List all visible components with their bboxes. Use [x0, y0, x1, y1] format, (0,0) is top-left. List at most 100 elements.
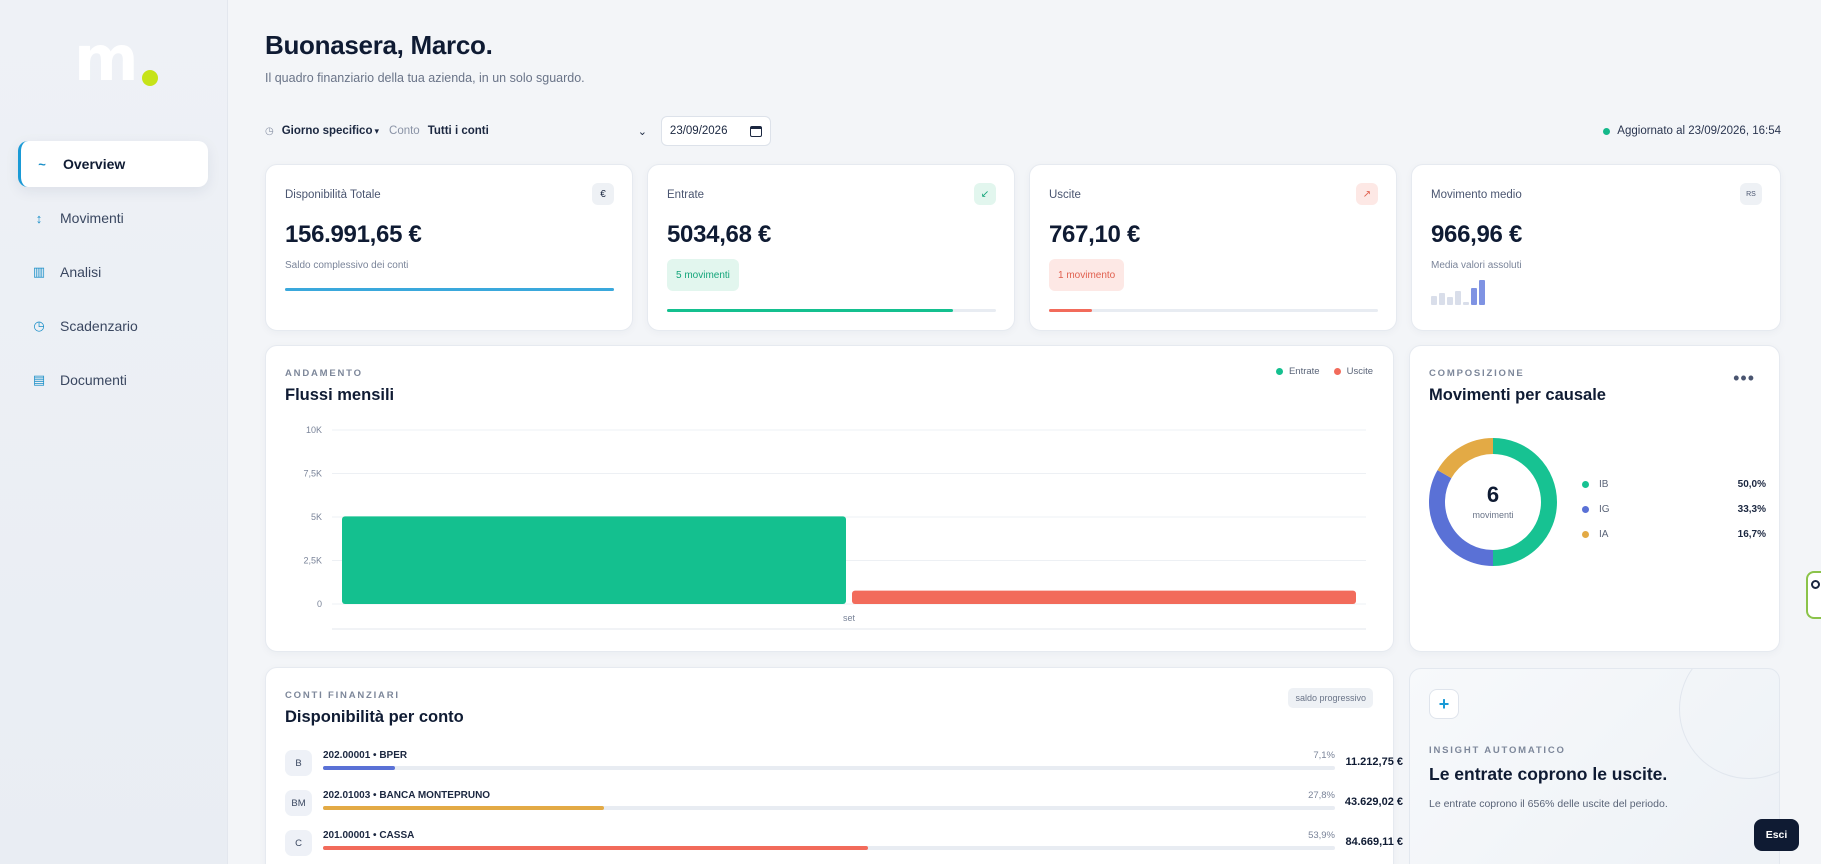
sidebar-item-label: Analisi: [60, 264, 102, 280]
account-percent: 27,8%: [1308, 790, 1335, 801]
account-progress-fill: [323, 806, 605, 810]
sidebar-item-overview[interactable]: ~ Overview: [18, 141, 208, 187]
donut-svg: [1429, 438, 1557, 566]
donut-chart: 6 movimenti: [1429, 438, 1557, 566]
monthly-flows-chart: 0 2,5K 5K 7,5K 10K set: [303, 425, 1366, 630]
account-row[interactable]: BM 202.01003 • BANCA MONTEPRUNO 27,8% 43…: [285, 788, 1403, 818]
brand-logo[interactable]: m: [74, 28, 174, 100]
donut-slice-ia: [1437, 438, 1494, 479]
columns-icon: ▥: [32, 264, 46, 279]
logo-dot: [142, 70, 158, 86]
kpi-value: 5034,68 €: [667, 221, 772, 248]
support-widget[interactable]: [1806, 571, 1821, 619]
kpi-card-total: Disponibilità Totale € 156.991,65 € Sald…: [265, 164, 633, 331]
donut-center-value: 6: [1486, 482, 1500, 507]
document-list-icon: ▤: [32, 372, 46, 387]
kpi-card-average: Movimento medio RS 966,96 € Media valori…: [1411, 164, 1781, 331]
filter-toolbar: ◷ Giorno specifico ▾ Conto Tutti i conti …: [265, 116, 1781, 146]
section-label: COMPOSIZIONE: [1429, 368, 1525, 379]
donut-legend: IB 50,0% IG 33,3% IA 16,7%: [1582, 472, 1766, 547]
progressive-balance-tag: saldo progressivo: [1288, 688, 1373, 708]
x-tick-label: set: [843, 613, 856, 623]
kpi-progress: [285, 288, 614, 291]
legend-dot: [1275, 368, 1283, 375]
mini-bar-sparkline: [1431, 279, 1485, 305]
sidebar-item-label: Movimenti: [60, 210, 124, 226]
account-badge: BM: [285, 790, 312, 816]
date-input[interactable]: 23/09/2026: [660, 116, 771, 146]
up-down-arrows-icon: ↕: [35, 210, 43, 226]
sidebar-item-analisi[interactable]: ▥ Analisi: [18, 249, 208, 295]
sidebar-item-movimenti[interactable]: ↕ Movimenti: [18, 195, 208, 241]
account-name: 201.00001 • CASSA: [323, 830, 415, 841]
clock-icon: ◷: [265, 125, 274, 137]
account-progress: [323, 846, 1335, 850]
legend-label: Uscite: [1346, 366, 1373, 377]
legend-dot: [1582, 506, 1589, 513]
kpi-progress: [1049, 309, 1378, 312]
y-tick-label: 10K: [306, 425, 322, 435]
section-title: Movimenti per causale: [1429, 386, 1606, 404]
page-title: Buonasera, Marco.: [265, 30, 493, 60]
sidebar-item-scadenzario[interactable]: ◷ Scadenzario: [18, 303, 208, 349]
composition-card: COMPOSIZIONE Movimenti per causale ••• 6…: [1409, 345, 1780, 652]
sidebar-item-label: Documenti: [60, 372, 127, 388]
section-label: INSIGHT AUTOMATICO: [1429, 745, 1566, 756]
exit-button[interactable]: Esci: [1754, 819, 1799, 851]
account-percent: 53,9%: [1308, 830, 1335, 841]
movements-count-badge: 1 movimento: [1049, 259, 1125, 291]
kpi-label: Disponibilità Totale: [285, 189, 381, 201]
kpi-card-income: Entrate ↙ 5034,68 € 5 movimenti: [647, 164, 1015, 331]
sidebar-nav: ~ Overview ↕ Movimenti ▥ Analisi ◷ Scade…: [18, 141, 208, 411]
period-select-value: Giorno specifico: [281, 125, 373, 137]
plus-icon[interactable]: +: [1429, 689, 1459, 719]
legend-item-expenses[interactable]: Uscite: [1333, 366, 1373, 377]
section-title: Disponibilità per conto: [285, 708, 464, 726]
account-row[interactable]: C 201.00001 • CASSA 53,9% 84.669,11 €: [285, 828, 1403, 858]
account-select[interactable]: Tutti i conti: [427, 125, 489, 137]
calendar-icon[interactable]: [749, 125, 762, 137]
mini-bar: [1455, 291, 1461, 305]
kpi-subtext: Media valori assoluti: [1431, 260, 1522, 271]
legend-label: IB: [1599, 479, 1609, 490]
chevron-down-icon[interactable]: ⌄: [637, 125, 647, 138]
arrow-up-right-icon: ↗: [1356, 183, 1378, 205]
legend-percent: 50,0%: [1737, 479, 1766, 490]
y-tick-label: 2,5K: [303, 556, 322, 566]
mini-bar: [1471, 288, 1477, 305]
insight-title: Le entrate coprono le uscite.: [1429, 764, 1668, 784]
accounts-card: CONTI FINANZIARI Disponibilità per conto…: [265, 667, 1403, 864]
donut-slice-ig: [1429, 470, 1494, 566]
period-select[interactable]: Giorno specifico ▾: [282, 125, 379, 137]
account-amount: 11.212,75 €: [1345, 756, 1403, 768]
y-tick-label: 7,5K: [303, 469, 322, 479]
kpi-label: Entrate: [667, 189, 705, 201]
kpi-progress-fill: [1049, 309, 1093, 312]
date-value: 23/09/2026: [669, 125, 728, 137]
donut-slice-ib: [1492, 438, 1557, 566]
arrow-down-left-icon: ↙: [974, 183, 996, 205]
donut-center-label: movimenti: [1472, 510, 1514, 520]
update-status: Aggiornato al 23/09/2026, 16:54: [1603, 125, 1781, 137]
legend-dot: [1333, 368, 1341, 375]
legend-percent: 33,3%: [1737, 504, 1766, 515]
legend-percent: 16,7%: [1737, 529, 1766, 540]
bar-uscite: [852, 590, 1356, 604]
mini-bar: [1431, 296, 1437, 305]
kpi-progress-fill: [285, 288, 614, 291]
y-tick-label: 0: [317, 599, 322, 609]
legend-dot: [1582, 481, 1589, 488]
more-horizontal-icon[interactable]: •••: [1733, 368, 1755, 388]
legend-item-income[interactable]: Entrate: [1275, 366, 1320, 377]
account-progress: [323, 806, 1335, 810]
chevron-down-icon: ▾: [374, 126, 380, 136]
sidebar-item-documenti[interactable]: ▤ Documenti: [18, 357, 208, 403]
section-title: Flussi mensili: [285, 386, 395, 404]
movements-count-badge: 5 movimenti: [667, 259, 739, 291]
chart-legend: Entrate Uscite: [1275, 366, 1373, 377]
insight-card: + INSIGHT AUTOMATICO Le entrate coprono …: [1409, 668, 1780, 864]
logo-letter: m: [74, 22, 139, 95]
account-badge: C: [285, 830, 312, 856]
account-row[interactable]: B 202.00001 • BPER 7,1% 11.212,75 €: [285, 748, 1403, 778]
mini-bar: [1447, 297, 1453, 305]
